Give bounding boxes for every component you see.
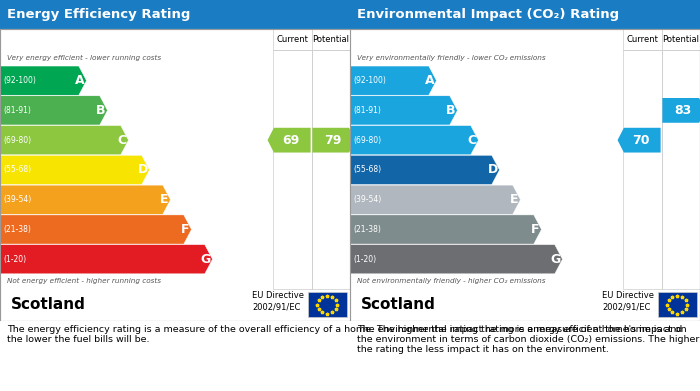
Text: (1-20): (1-20) [354, 255, 377, 264]
Text: 79: 79 [324, 134, 341, 147]
Text: C: C [468, 134, 477, 147]
Polygon shape [0, 66, 86, 95]
Polygon shape [267, 128, 311, 152]
Text: Not energy efficient - higher running costs: Not energy efficient - higher running co… [7, 278, 161, 284]
FancyBboxPatch shape [658, 292, 696, 317]
Polygon shape [312, 128, 356, 152]
Text: (39-54): (39-54) [4, 195, 32, 204]
FancyBboxPatch shape [0, 0, 350, 29]
Text: (55-68): (55-68) [354, 165, 382, 174]
Text: 83: 83 [674, 104, 691, 117]
Polygon shape [0, 96, 108, 125]
Text: Current: Current [626, 35, 658, 44]
Text: Scotland: Scotland [360, 297, 435, 312]
Polygon shape [350, 185, 521, 214]
FancyBboxPatch shape [350, 0, 700, 29]
Text: EU Directive
2002/91/EC: EU Directive 2002/91/EC [602, 291, 654, 312]
Text: (69-80): (69-80) [354, 136, 382, 145]
FancyBboxPatch shape [623, 29, 662, 50]
Text: Not environmentally friendly - higher CO₂ emissions: Not environmentally friendly - higher CO… [357, 278, 545, 284]
Text: (92-100): (92-100) [4, 76, 36, 85]
Polygon shape [0, 155, 150, 185]
Polygon shape [350, 96, 458, 125]
Text: 69: 69 [282, 134, 299, 147]
Text: Environmental Impact (CO₂) Rating: Environmental Impact (CO₂) Rating [357, 8, 619, 21]
Polygon shape [0, 126, 129, 155]
Polygon shape [350, 126, 479, 155]
Text: D: D [487, 163, 498, 176]
Text: (39-54): (39-54) [354, 195, 382, 204]
Polygon shape [350, 66, 437, 95]
FancyBboxPatch shape [662, 29, 700, 50]
Polygon shape [662, 98, 700, 123]
FancyBboxPatch shape [308, 292, 346, 317]
Polygon shape [617, 128, 661, 152]
Text: (21-38): (21-38) [354, 225, 382, 234]
Text: E: E [510, 193, 519, 206]
Polygon shape [0, 215, 191, 244]
Text: The environmental impact rating is a measure of a home's impact on the environme: The environmental impact rating is a mea… [357, 325, 699, 354]
Text: G: G [550, 253, 561, 266]
Text: (55-68): (55-68) [4, 165, 32, 174]
Text: Energy Efficiency Rating: Energy Efficiency Rating [7, 8, 190, 21]
Text: (69-80): (69-80) [4, 136, 32, 145]
FancyBboxPatch shape [350, 29, 700, 321]
Text: D: D [137, 163, 148, 176]
Text: (81-91): (81-91) [4, 106, 32, 115]
Text: Potential: Potential [662, 35, 699, 44]
Text: Current: Current [276, 35, 308, 44]
Text: (21-38): (21-38) [4, 225, 32, 234]
Text: F: F [531, 223, 540, 236]
FancyBboxPatch shape [0, 29, 350, 321]
Text: 70: 70 [631, 134, 650, 147]
Text: Very environmentally friendly - lower CO₂ emissions: Very environmentally friendly - lower CO… [357, 55, 545, 61]
Polygon shape [350, 155, 500, 185]
Polygon shape [0, 185, 171, 214]
Polygon shape [0, 245, 213, 274]
Polygon shape [350, 245, 563, 274]
Text: B: B [96, 104, 106, 117]
Text: A: A [425, 74, 435, 87]
Text: C: C [118, 134, 127, 147]
Text: (1-20): (1-20) [4, 255, 27, 264]
FancyBboxPatch shape [273, 29, 312, 50]
Text: G: G [200, 253, 211, 266]
Text: Potential: Potential [312, 35, 349, 44]
Text: EU Directive
2002/91/EC: EU Directive 2002/91/EC [252, 291, 304, 312]
Polygon shape [350, 215, 542, 244]
Text: A: A [75, 74, 85, 87]
FancyBboxPatch shape [312, 29, 350, 50]
Text: (81-91): (81-91) [354, 106, 382, 115]
Text: B: B [446, 104, 456, 117]
Text: Very energy efficient - lower running costs: Very energy efficient - lower running co… [7, 55, 161, 61]
Text: The energy efficiency rating is a measure of the overall efficiency of a home. T: The energy efficiency rating is a measur… [7, 325, 682, 344]
Text: E: E [160, 193, 169, 206]
Text: (92-100): (92-100) [354, 76, 386, 85]
Text: F: F [181, 223, 190, 236]
Text: Scotland: Scotland [10, 297, 85, 312]
